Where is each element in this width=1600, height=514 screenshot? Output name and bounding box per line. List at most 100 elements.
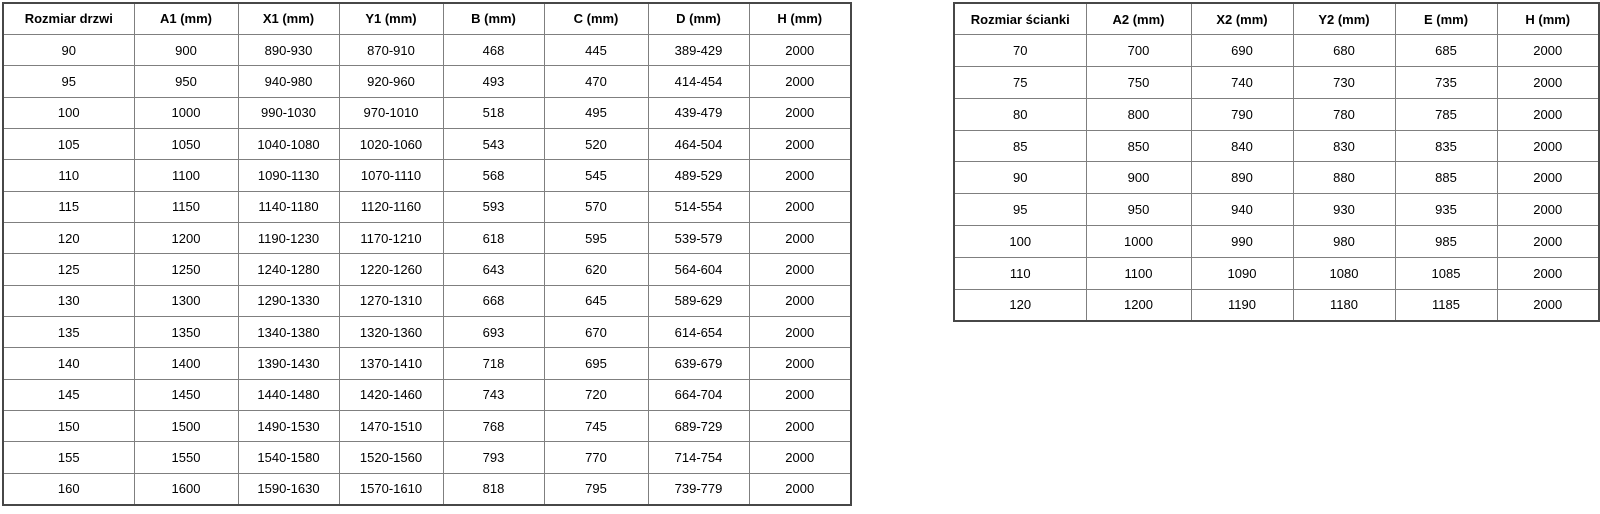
column-header: H (mm) (748, 2, 852, 35)
table-cell: 689-729 (647, 409, 750, 443)
table-cell: 1090-1130 (237, 159, 340, 192)
table-cell: 745 (543, 409, 649, 443)
table-cell: 1440-1480 (237, 378, 340, 411)
table-cell: 618 (442, 221, 545, 255)
table-cell: 464-504 (647, 127, 750, 161)
table-cell: 2000 (748, 190, 852, 223)
table-cell: 718 (442, 347, 545, 380)
column-header: D (mm) (647, 2, 750, 35)
column-header: X2 (mm) (1190, 2, 1294, 36)
table-row: 85 850 840 830 835 2000 (953, 129, 1600, 163)
table-row: 160 1600 1590-1630 1570-1610 818 795 739-779 20… (2, 472, 852, 506)
table-cell: 90 (2, 33, 135, 67)
table-cell: 2000 (1496, 66, 1600, 99)
table-row: 90 900 890-930 870-910 468 445 389-429 2000 (2, 33, 852, 67)
table-cell: 740 (1190, 66, 1294, 99)
table-cell: 690 (1190, 34, 1294, 68)
table-cell: 2000 (1496, 288, 1600, 322)
table-cell: 2000 (1496, 256, 1600, 290)
table-row: 70 700 690 680 685 2000 (953, 34, 1600, 68)
table-cell: 2000 (748, 347, 852, 380)
table-cell: 1400 (133, 347, 239, 380)
table-cell: 950 (1085, 193, 1192, 227)
table-cell: 595 (543, 221, 649, 255)
door-dimensions-table: Rozmiar drzwi A1 (mm) X1 (mm) Y1 (mm) B (mm)… (2, 2, 852, 506)
table-cell: 1590-1630 (237, 472, 340, 506)
table-cell: 1520-1560 (338, 441, 444, 474)
table-cell: 115 (2, 190, 135, 223)
table-cell: 589-629 (647, 284, 750, 317)
table-row: 90 900 890 880 885 2000 (953, 161, 1600, 195)
table-cell: 1000 (1085, 225, 1192, 258)
table-cell: 70 (953, 34, 1087, 68)
table-cell: 935 (1394, 193, 1498, 227)
table-header-row: Rozmiar drzwi A1 (mm) X1 (mm) Y1 (mm) B (mm)… (2, 2, 852, 35)
table-cell: 990-1030 (237, 96, 340, 129)
table-cell: 2000 (748, 96, 852, 129)
table-cell: 150 (2, 409, 135, 443)
table-cell: 105 (2, 127, 135, 161)
table-cell: 2000 (1496, 97, 1600, 131)
column-header: A1 (mm) (133, 2, 239, 35)
table-cell: 155 (2, 441, 135, 474)
table-cell: 620 (543, 253, 649, 286)
column-header: E (mm) (1394, 2, 1498, 36)
table-row: 145 1450 1440-1480 1420-1460 743 720 664-704 20… (2, 378, 852, 411)
table-cell: 693 (442, 315, 545, 349)
table-cell: 495 (543, 96, 649, 129)
table-row: 95 950 940-980 920-960 493 470 414-454 2000 (2, 65, 852, 98)
table-cell: 1420-1460 (338, 378, 444, 411)
table-row: 105 1050 1040-1080 1020-1060 543 520 464-504 20… (2, 127, 852, 161)
table-cell: 2000 (1496, 161, 1600, 195)
table-cell: 768 (442, 409, 545, 443)
table-cell: 389-429 (647, 33, 750, 67)
table-cell: 2000 (748, 65, 852, 98)
table-cell: 643 (442, 253, 545, 286)
table-cell: 140 (2, 347, 135, 380)
table-cell: 489-529 (647, 159, 750, 192)
table-cell: 1270-1310 (338, 284, 444, 317)
column-header: H (mm) (1496, 2, 1600, 36)
table-cell: 545 (543, 159, 649, 192)
table-header-row: Rozmiar ścianki A2 (mm) X2 (mm) Y2 (mm) E (m… (953, 2, 1600, 36)
table-cell: 564-604 (647, 253, 750, 286)
table-cell: 75 (953, 66, 1087, 99)
table-cell: 160 (2, 472, 135, 506)
table-cell: 2000 (1496, 34, 1600, 68)
column-header: A2 (mm) (1085, 2, 1192, 36)
table-cell: 120 (2, 221, 135, 255)
table-cell: 2000 (748, 409, 852, 443)
table-row: 125 1250 1240-1280 1220-1260 643 620 564-604 20… (2, 253, 852, 286)
table-cell: 835 (1394, 129, 1498, 163)
table-row: 150 1500 1490-1530 1470-1510 768 745 689-729 20… (2, 409, 852, 443)
table-cell: 614-654 (647, 315, 750, 349)
table-cell: 1180 (1292, 288, 1396, 322)
table-cell: 1470-1510 (338, 409, 444, 443)
table-cell: 940 (1190, 193, 1294, 227)
table-cell: 543 (442, 127, 545, 161)
table-cell: 639-679 (647, 347, 750, 380)
table-cell: 785 (1394, 97, 1498, 131)
table-cell: 2000 (748, 315, 852, 349)
table-row: 130 1300 1290-1330 1270-1310 668 645 589-629 20… (2, 284, 852, 317)
table-cell: 830 (1292, 129, 1396, 163)
table-cell: 518 (442, 96, 545, 129)
table-cell: 439-479 (647, 96, 750, 129)
table-cell: 1090 (1190, 256, 1294, 290)
table-cell: 120 (953, 288, 1087, 322)
table-cell: 940-980 (237, 65, 340, 98)
table-cell: 2000 (748, 159, 852, 192)
table-row: 135 1350 1340-1380 1320-1360 693 670 614-654 20… (2, 315, 852, 349)
column-header: Y1 (mm) (338, 2, 444, 35)
table-row: 75 750 740 730 735 2000 (953, 66, 1600, 99)
table-cell: 2000 (748, 378, 852, 411)
table-cell: 1540-1580 (237, 441, 340, 474)
table-cell: 840 (1190, 129, 1294, 163)
table-cell: 1300 (133, 284, 239, 317)
table-cell: 514-554 (647, 190, 750, 223)
table-cell: 470 (543, 65, 649, 98)
table-cell: 95 (953, 193, 1087, 227)
table-cell: 645 (543, 284, 649, 317)
table-cell: 568 (442, 159, 545, 192)
table-row: 115 1150 1140-1180 1120-1160 593 570 514-554 20… (2, 190, 852, 223)
